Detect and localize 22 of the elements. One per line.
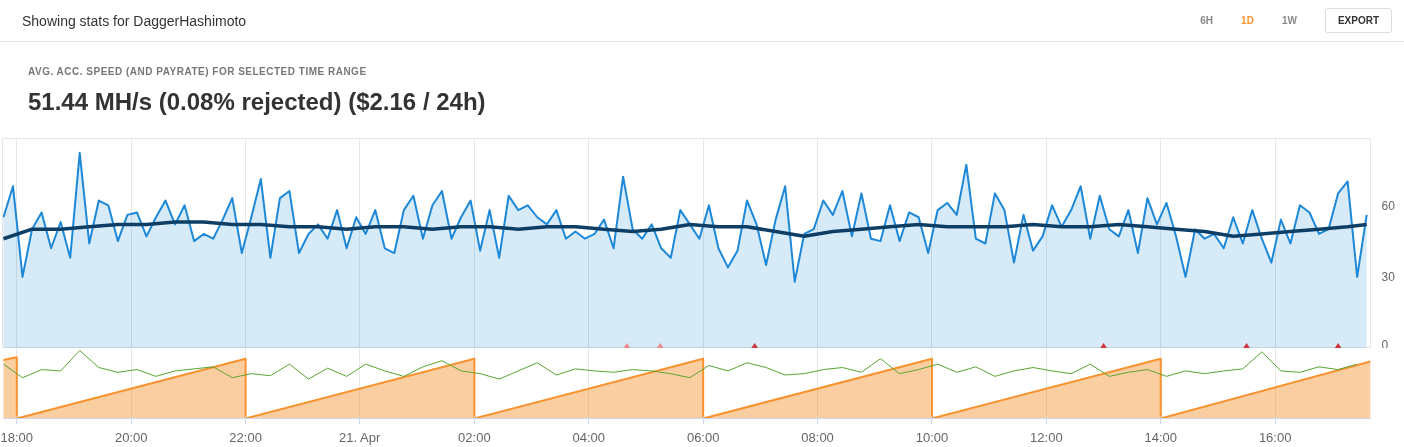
- x-tick-label: 12:00: [1030, 429, 1063, 445]
- x-tick-label: 02:00: [458, 429, 491, 445]
- x-tick-label: 04:00: [572, 429, 606, 445]
- text: 6H: [1200, 14, 1214, 26]
- x-tick-label: 10:00: [915, 429, 949, 445]
- x-tick-label: 18:00: [0, 429, 34, 445]
- x-tick-label: 14:00: [1144, 429, 1178, 445]
- y-tick-label: 0: [1381, 337, 1389, 352]
- chart-subtitle: 51.44 MH/s (0.08% rejected) ($2.16 / 24h): [28, 87, 486, 118]
- text: EXPORT: [1324, 7, 1392, 33]
- x-tick-label: 08:00: [801, 429, 834, 445]
- x-tick-label: 16:00: [1258, 429, 1292, 445]
- x-tick-label: 06:00: [686, 429, 720, 445]
- text: 1D: [1241, 14, 1254, 26]
- x-tick-label: 21. Apr: [339, 429, 381, 445]
- y-tick-label: 60: [1381, 198, 1396, 213]
- chart-title: AVG. ACC. SPEED (AND PAYRATE) FOR SELECTED TIME RANGE: [28, 65, 368, 79]
- text: 1W: [1281, 14, 1297, 26]
- y-tick-label: 30: [1381, 270, 1396, 285]
- x-tick-label: 22:00: [229, 429, 262, 445]
- x-tick-label: 20:00: [114, 429, 148, 445]
- text: Showing stats for DaggerHashimoto: [22, 11, 247, 31]
